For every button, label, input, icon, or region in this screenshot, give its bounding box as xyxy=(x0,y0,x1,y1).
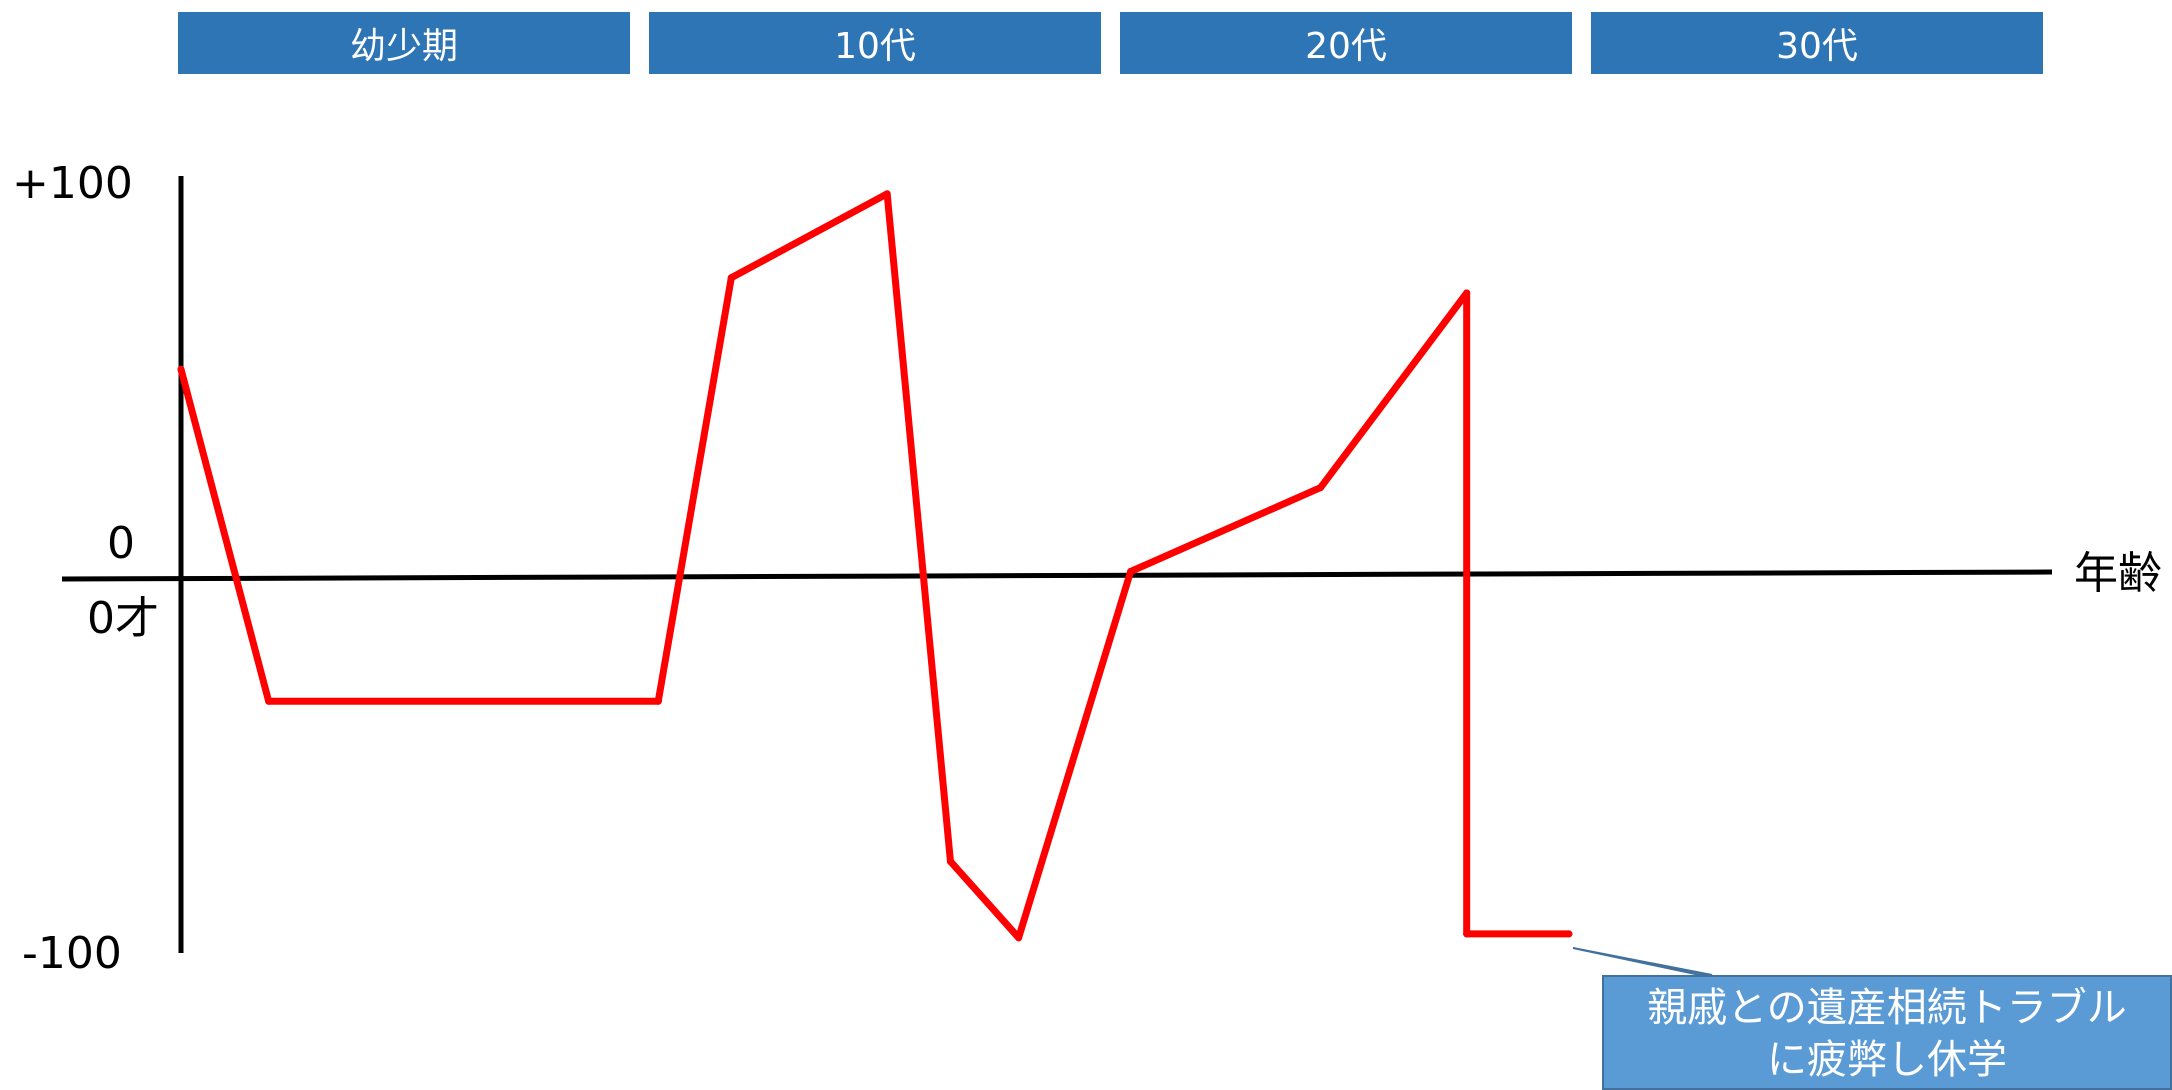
series-0-point-4 xyxy=(883,190,891,198)
period-header-thirties: 30代 xyxy=(1591,12,2043,74)
series-layer xyxy=(177,190,1573,942)
series-0-segment-7 xyxy=(1127,484,1325,575)
series-0-point-10 xyxy=(1463,930,1471,938)
x-axis xyxy=(61,569,2053,582)
period-header-childhood: 幼少期 xyxy=(178,12,630,74)
series-0-segment-2 xyxy=(654,274,735,705)
series-0-point-7 xyxy=(1127,568,1135,575)
series-0-point-0 xyxy=(177,365,185,373)
period-header-teens: 10代 xyxy=(649,12,1101,74)
ytick-label-top: +100 xyxy=(12,158,133,209)
ytick-label-bottom: -100 xyxy=(22,928,122,979)
series-0-point-11 xyxy=(1565,930,1573,938)
series-0-segment-6 xyxy=(1015,568,1135,942)
ytick-label-zero: 0 xyxy=(107,518,135,569)
series-0-segment-4 xyxy=(883,190,954,865)
x-axis-label: 年齢 xyxy=(2074,548,2162,599)
series-0-segment-5 xyxy=(946,857,1023,942)
period-header-twenties: 20代 xyxy=(1120,12,1572,74)
series-0-point-9 xyxy=(1463,289,1471,297)
x-origin-label: 0才 xyxy=(87,593,159,644)
series-0-segment-3 xyxy=(727,190,891,282)
callout-pointer xyxy=(1572,947,1713,976)
series-0-segment-8 xyxy=(1317,289,1471,492)
series-0-point-5 xyxy=(946,857,954,865)
series-0-point-3 xyxy=(727,274,735,282)
series-0-segment-0 xyxy=(177,365,273,705)
series-0-point-8 xyxy=(1317,484,1325,492)
annotation-line-1: 親戚との遺産相続トラブル xyxy=(1647,985,2127,1031)
annotation-callout: 親戚との遺産相続トラブル に疲弊し休学 xyxy=(1602,975,2172,1090)
annotation-line-2: に疲弊し休学 xyxy=(1767,1037,2007,1083)
series-0-point-2 xyxy=(654,697,662,705)
series-0-point-6 xyxy=(1015,934,1023,942)
series-0-point-1 xyxy=(265,697,273,705)
